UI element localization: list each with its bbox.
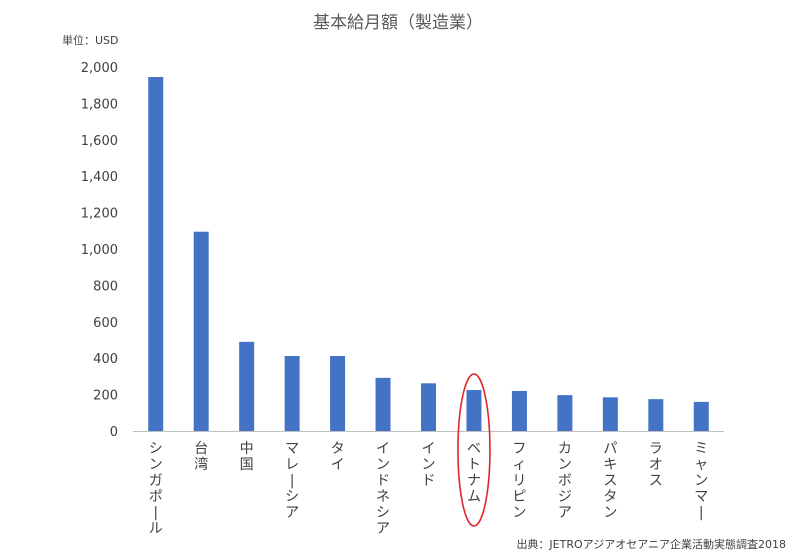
bar xyxy=(557,395,573,431)
source-note: 出典：JETROアジアオセアニア企業活動実態調査2018 xyxy=(516,537,786,551)
bar xyxy=(193,231,209,431)
y-tick-label: 1,000 xyxy=(81,243,118,258)
bar xyxy=(466,390,482,431)
y-tick-label: 400 xyxy=(93,352,118,367)
bar xyxy=(284,356,300,431)
bar xyxy=(602,397,618,431)
highlight-ellipse xyxy=(457,373,491,527)
y-tick-label: 200 xyxy=(93,389,118,404)
bar xyxy=(693,401,709,431)
unit-label: 単位：USD xyxy=(62,33,119,47)
bar xyxy=(330,356,346,431)
y-tick-label: 0 xyxy=(110,425,118,440)
bar xyxy=(375,377,391,431)
x-tick-label: インドネシア xyxy=(376,441,390,537)
x-tick-label: ラオス xyxy=(649,441,663,489)
y-axis: 0 200 400 600 800 1,000 1,200 1,400 1,600 1,800 2,… xyxy=(81,61,118,440)
x-tick-label: 中国 xyxy=(240,441,254,473)
y-tick-label: 1,200 xyxy=(81,207,118,222)
bars xyxy=(148,77,709,431)
y-tick-label: 2,000 xyxy=(81,61,118,76)
x-tick-label: フィリピン xyxy=(512,441,526,521)
bar xyxy=(421,383,436,431)
x-tick-label: カンボジア xyxy=(558,441,572,521)
y-tick-label: 1,400 xyxy=(81,170,118,185)
x-tick-label: ベトナム xyxy=(467,441,481,505)
y-tick-label: 800 xyxy=(93,279,118,294)
bar xyxy=(648,399,664,431)
bar xyxy=(511,390,527,431)
x-tick-label: インド xyxy=(422,441,436,489)
x-tick-label: ミャンマ| xyxy=(694,441,708,521)
x-tick-label: パキスタン xyxy=(603,441,617,521)
bar xyxy=(239,341,255,431)
x-tick-label: マレ|シア xyxy=(285,441,299,521)
x-tick-label: タイ xyxy=(331,441,345,473)
y-tick-label: 1,600 xyxy=(81,134,118,149)
y-tick-label: 600 xyxy=(93,316,118,331)
bar xyxy=(148,77,164,431)
x-tick-label: 台湾 xyxy=(194,441,208,473)
x-tick-label: シンガポ|ル xyxy=(149,441,163,537)
y-tick-label: 1,800 xyxy=(81,97,118,112)
chart-title: 基本給月額（製造業） xyxy=(313,13,483,33)
